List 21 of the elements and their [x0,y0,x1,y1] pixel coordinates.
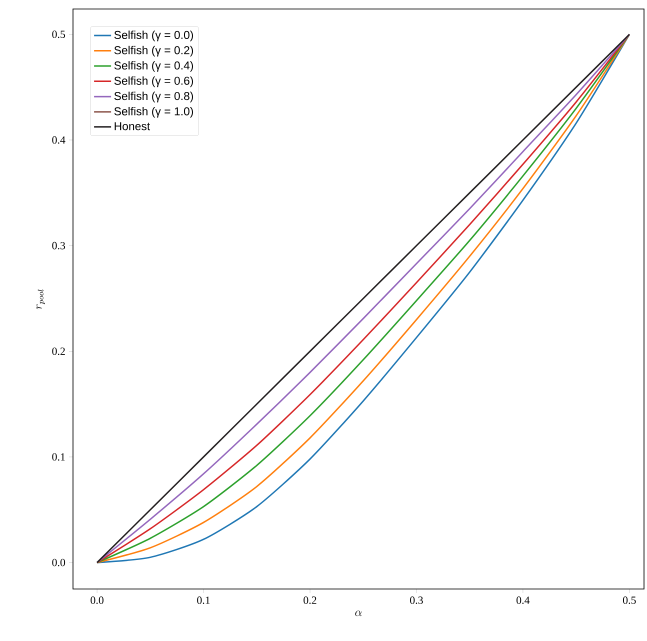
y-axis-title: $r_{pool}$ [36,290,45,310]
y-tick-label: 0.3 [52,242,66,250]
legend-label: Selfish (γ = 0.2) [114,46,194,57]
legend-label: Selfish (γ = 0.8) [114,92,194,102]
legend-label: Selfish (γ = 0.0) [114,30,194,42]
y-tick-label: 0.2 [52,348,65,356]
x-tick-label: 0.2 [304,596,316,604]
legend-label: Selfish (γ = 1.0) [114,106,194,118]
x-tick-label: 0.0 [90,596,104,604]
x-tick-label: 0.5 [622,596,636,604]
x-tick-label: 0.3 [410,596,423,604]
x-tick-label: 0.4 [516,596,530,604]
legend-label: Selfish (γ = 0.6) [114,76,194,88]
legend-label: Selfish (γ = 0.4) [114,61,194,72]
y-tick-label: 0.0 [52,558,66,566]
x-axis-title: $\alpha$ [355,610,362,616]
y-tick-label: 0.5 [52,30,66,38]
legend-label: Honest [114,122,150,130]
y-tick-label: 0.1 [52,453,65,461]
y-tick-label: 0.4 [52,136,66,144]
x-tick-label: 0.1 [197,596,210,604]
